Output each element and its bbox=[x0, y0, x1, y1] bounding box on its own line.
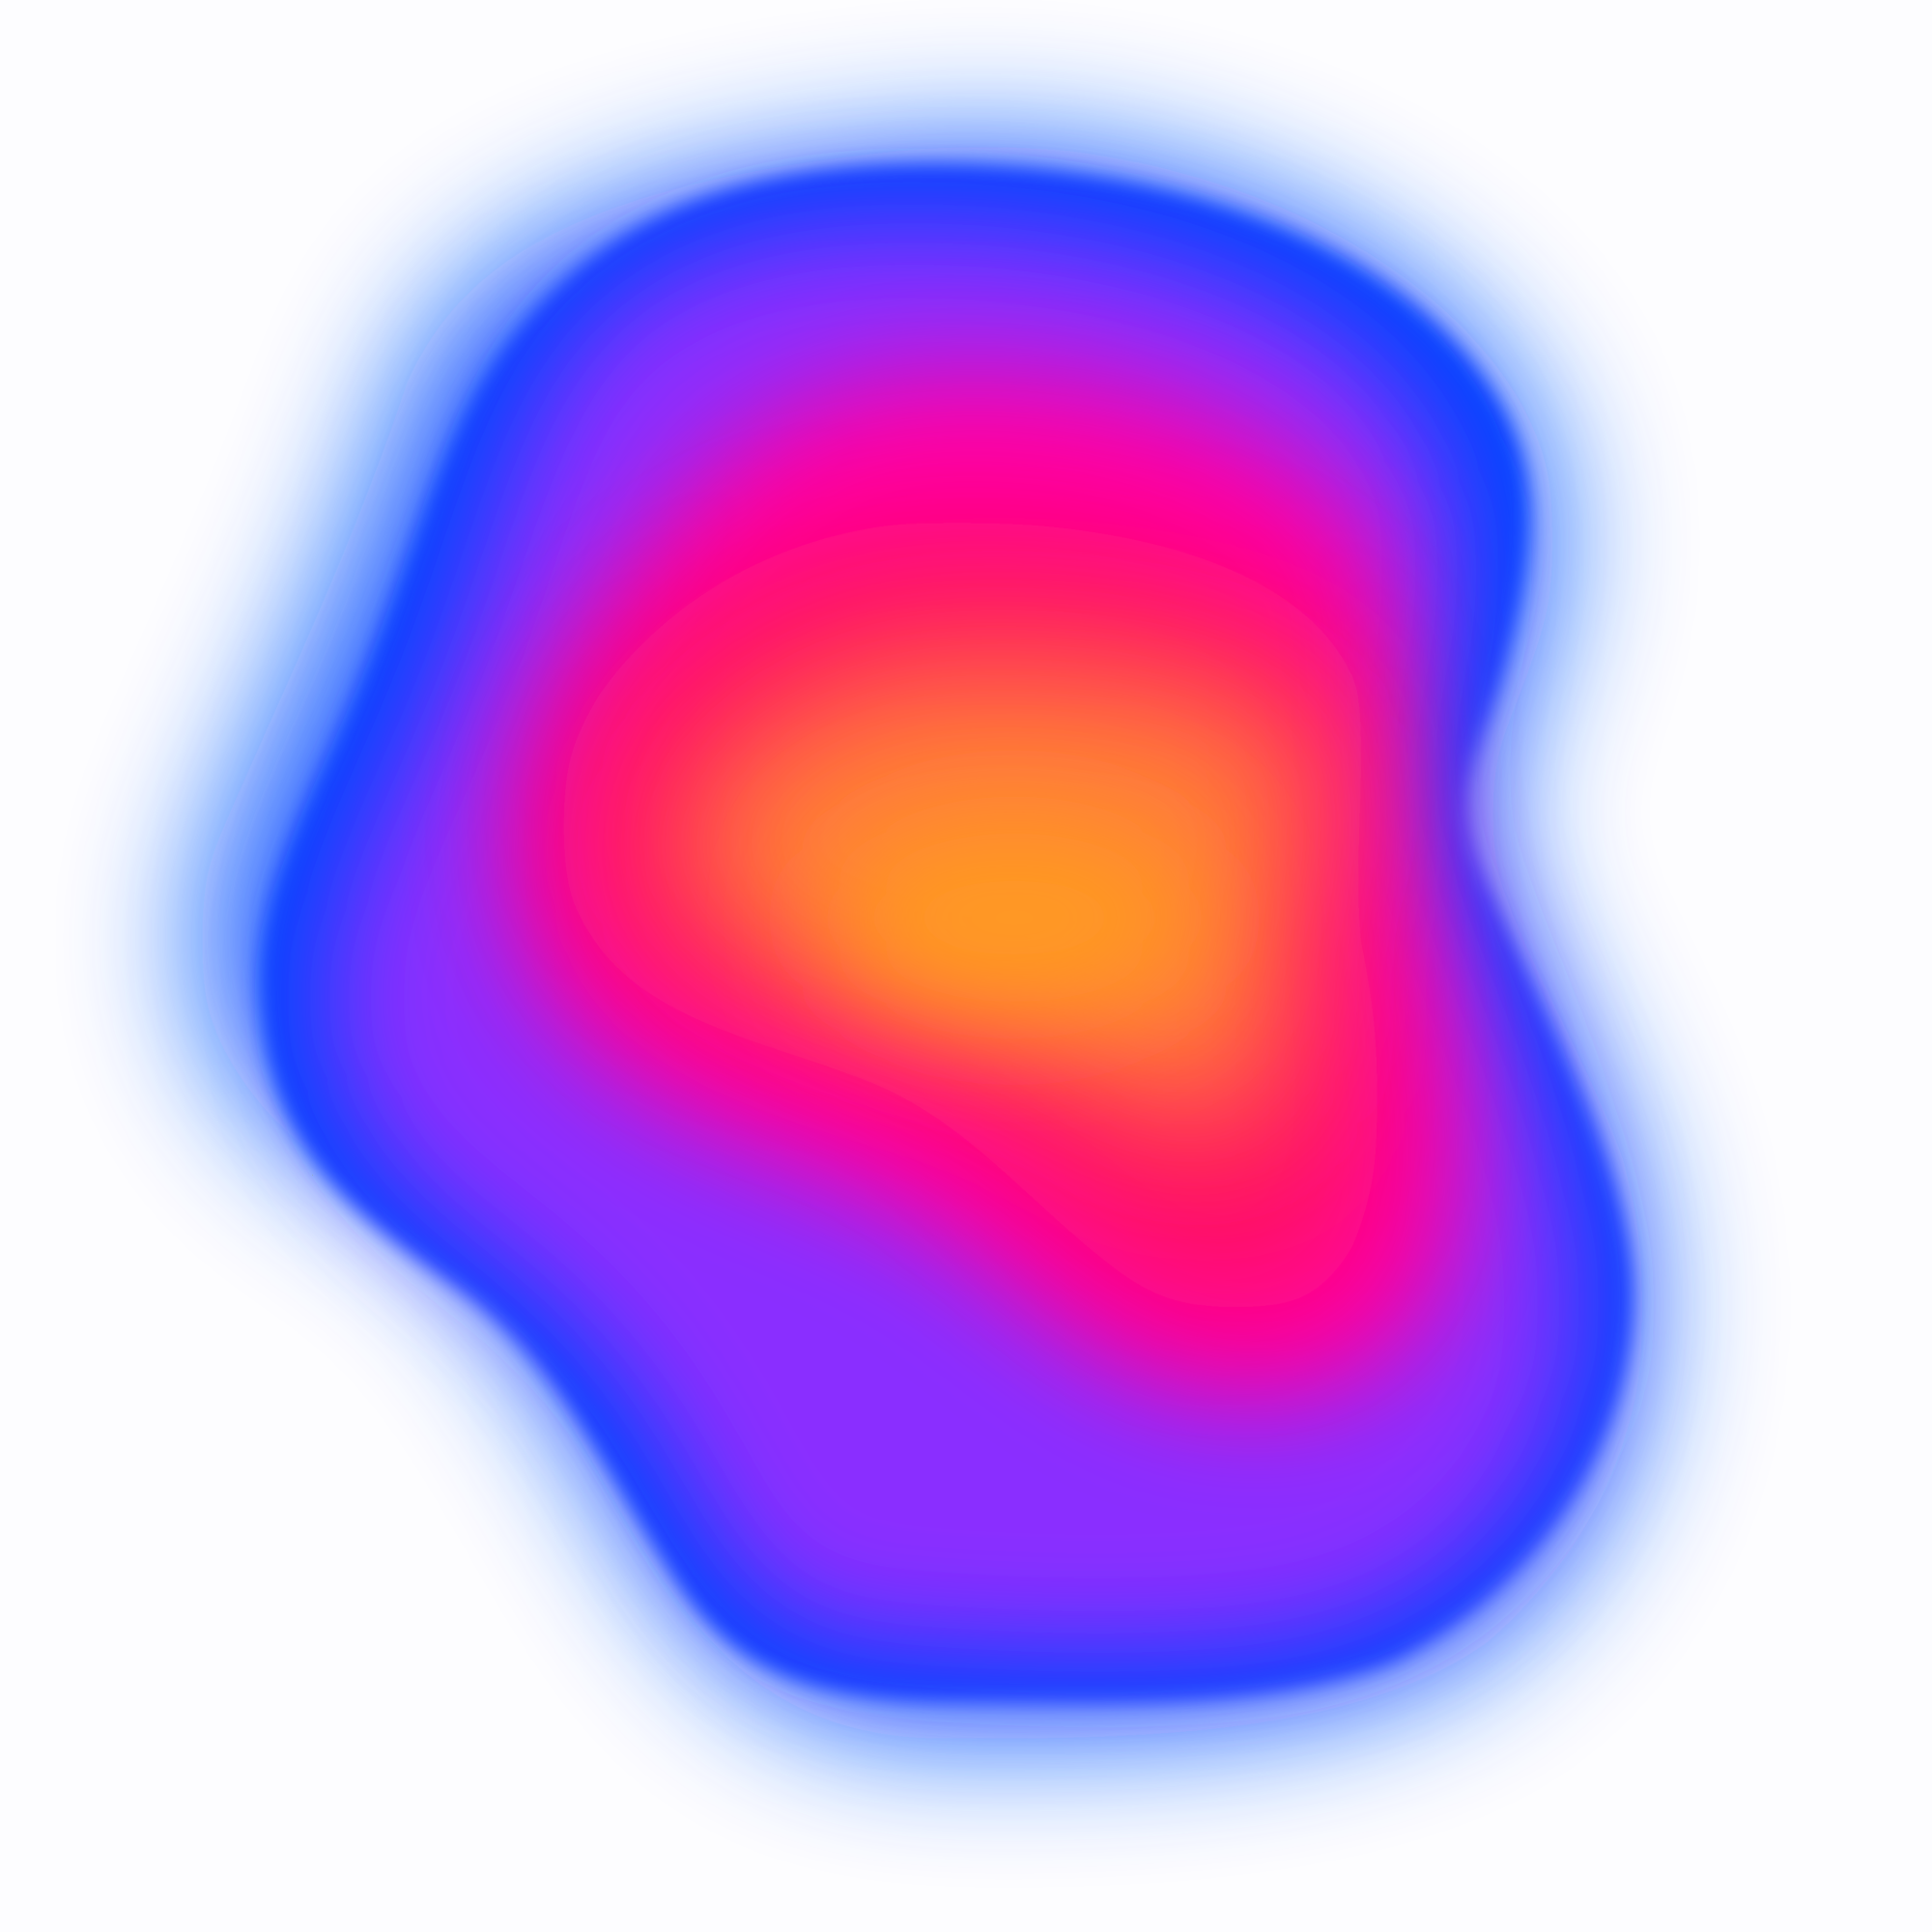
blob-hot-core bbox=[821, 811, 1208, 1024]
